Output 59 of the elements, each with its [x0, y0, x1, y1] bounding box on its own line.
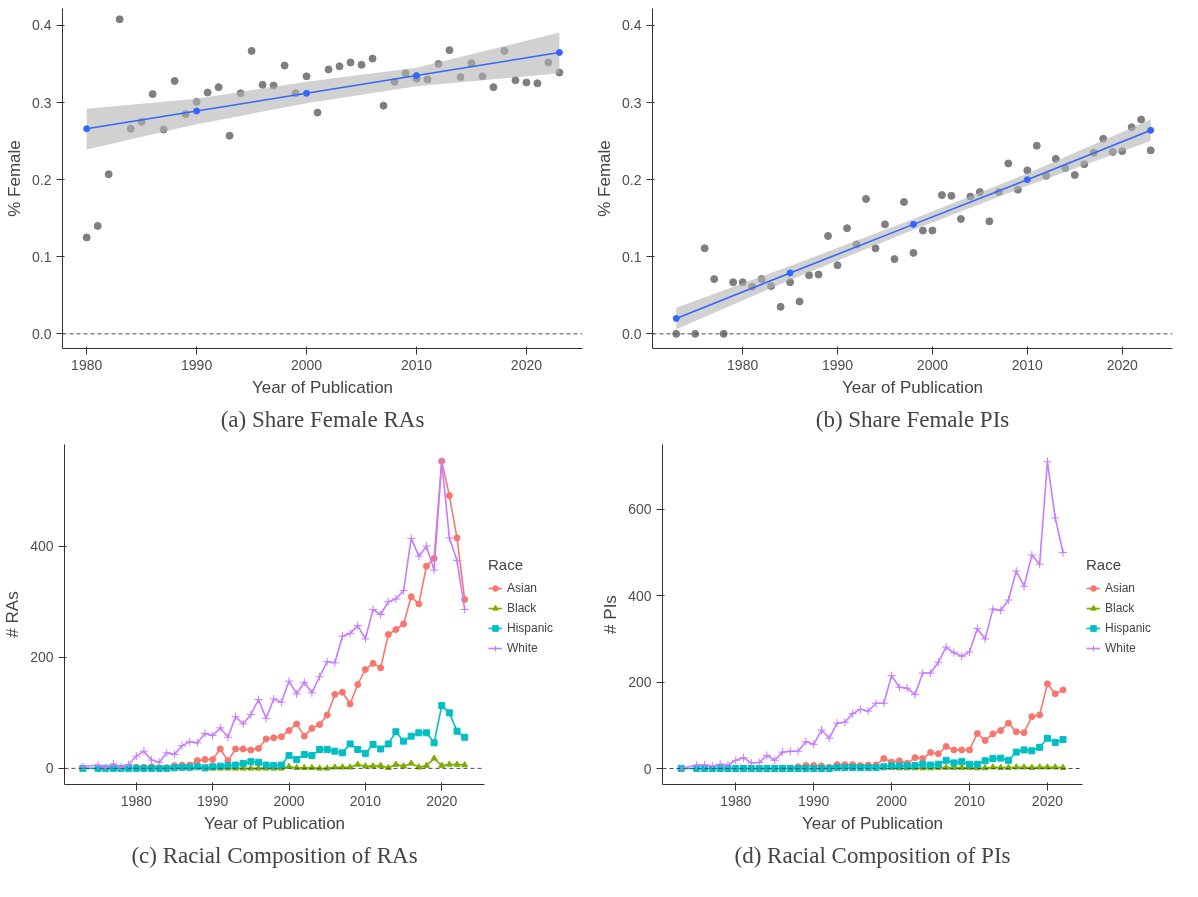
text: (c) Racial Composition of RAs [131, 842, 418, 868]
y-tick-label: 600 [628, 501, 652, 518]
x-tick-label: 1990 [798, 792, 830, 809]
x-tick-label: 2020 [1031, 792, 1064, 809]
y-axis-title: # RAs [3, 591, 23, 638]
x-tick-label: 2000 [273, 792, 305, 809]
x-tick-label: 2000 [290, 356, 323, 373]
y-tick-label: 0.2 [32, 171, 52, 188]
y-tick-label: 0.0 [622, 325, 642, 342]
legend-label: White [507, 641, 538, 655]
y-tick-label: 0 [643, 760, 652, 777]
x-tick-label: 2010 [953, 792, 986, 809]
x-tick-label: 2000 [876, 792, 908, 809]
text: (a) Share Female RAs [220, 406, 425, 432]
x-tick-label: 2020 [510, 356, 543, 373]
x-tick-label: 2020 [426, 792, 458, 809]
x-axis-title: Year of Publication [841, 377, 984, 397]
y-axis-title: % Female [595, 140, 615, 217]
x-tick-label: 2010 [400, 356, 433, 373]
y-tick-label: 0.1 [32, 248, 52, 265]
x-tick-label: 1990 [821, 356, 854, 373]
x-axis-title: Year of Publication [203, 813, 346, 833]
legend-label: Hispanic [507, 621, 554, 635]
legend-label: Black [507, 601, 537, 615]
legend-title: Race [1086, 556, 1123, 573]
legend-title: Race [488, 556, 525, 573]
legend-label: Asian [1105, 581, 1136, 595]
text: (d) Racial Composition of PIs [734, 842, 1011, 868]
y-tick-label: 400 [30, 538, 54, 555]
x-tick-label: 1980 [720, 792, 752, 809]
x-tick-label: 1990 [197, 792, 229, 809]
y-axis-title: % Female [5, 140, 25, 217]
x-axis-title: Year of Publication [801, 813, 944, 833]
y-tick-label: 0.2 [622, 171, 642, 188]
y-tick-label: 200 [628, 674, 652, 691]
legend-label: Asian [507, 581, 538, 595]
x-tick-label: 1990 [181, 356, 213, 373]
y-tick-label: 200 [30, 649, 54, 666]
y-tick-label: 0.4 [622, 17, 642, 34]
y-tick-label: 0.4 [32, 17, 52, 34]
y-tick-label: 0.3 [622, 94, 642, 111]
x-tick-label: 1980 [120, 792, 153, 809]
x-axis-title: Year of Publication [251, 377, 394, 397]
legend-label: Black [1105, 601, 1135, 615]
legend-label: Hispanic [1105, 621, 1152, 635]
y-tick-label: 400 [628, 587, 652, 604]
y-tick-label: 0 [45, 760, 54, 777]
x-tick-label: 2010 [349, 792, 382, 809]
y-tick-label: 0.1 [622, 248, 642, 265]
x-tick-label: 2000 [916, 356, 949, 373]
x-tick-label: 2010 [1011, 356, 1044, 373]
y-tick-label: 0.0 [32, 325, 52, 342]
legend-label: White [1105, 641, 1136, 655]
x-tick-label: 2020 [1106, 356, 1138, 373]
y-axis-title: # PIs [601, 595, 621, 634]
x-tick-label: 1980 [727, 356, 759, 373]
text: (b) Share Female PIs [815, 406, 1010, 432]
y-tick-label: 0.3 [32, 94, 52, 111]
x-tick-label: 1980 [71, 356, 103, 373]
